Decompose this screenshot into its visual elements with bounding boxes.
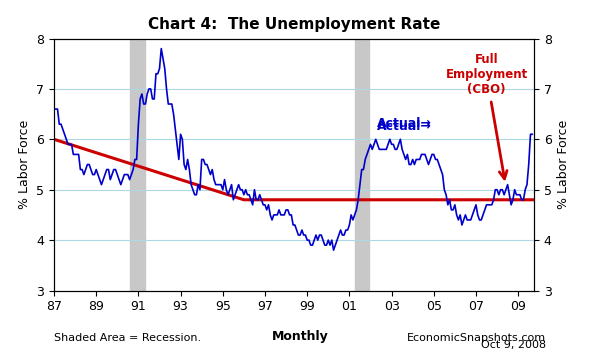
Text: Monthly: Monthly <box>272 330 328 343</box>
Text: Full
Employment
(CBO): Full Employment (CBO) <box>445 54 527 179</box>
Text: Actual→: Actual→ <box>377 117 431 130</box>
Bar <box>130 38 145 290</box>
Y-axis label: % Labor Force: % Labor Force <box>18 120 31 209</box>
Bar <box>355 38 369 290</box>
Text: Actual→: Actual→ <box>377 120 431 133</box>
Y-axis label: % Labor Force: % Labor Force <box>557 120 570 209</box>
Text: Shaded Area = Recession.: Shaded Area = Recession. <box>54 333 201 343</box>
Text: Oct 9, 2008: Oct 9, 2008 <box>481 340 546 350</box>
Title: Chart 4:  The Unemployment Rate: Chart 4: The Unemployment Rate <box>148 17 440 32</box>
Text: EconomicSnapshots.com: EconomicSnapshots.com <box>407 333 546 343</box>
